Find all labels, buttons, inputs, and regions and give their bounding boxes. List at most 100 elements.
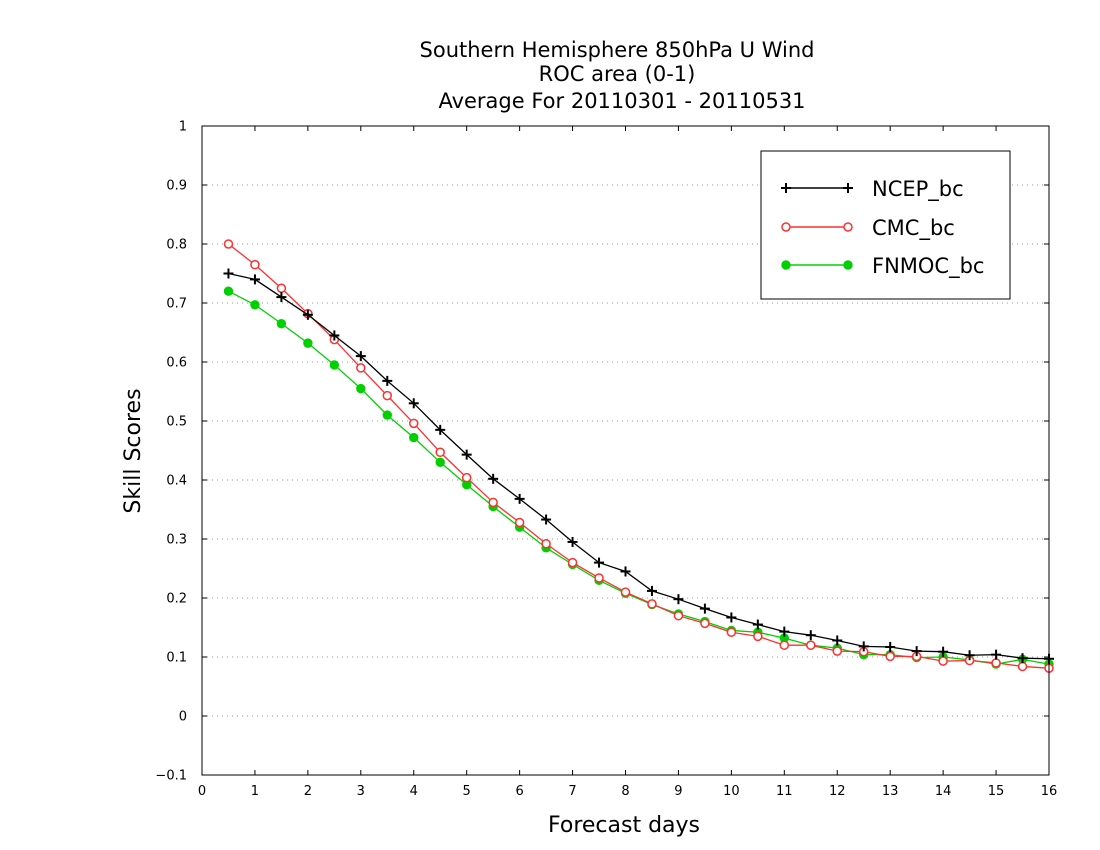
data-point-ncep-bc xyxy=(594,557,605,568)
y-tick-label: 1 xyxy=(179,120,187,135)
data-point-ncep-bc xyxy=(223,268,234,279)
x-tick-label: 16 xyxy=(1041,784,1058,799)
data-point-fnmoc-bc xyxy=(382,410,392,420)
data-point-cmc-bc xyxy=(726,627,737,637)
y-tick-label: 0.1 xyxy=(166,651,187,666)
legend-marker xyxy=(843,260,853,270)
legend-marker xyxy=(843,183,853,193)
x-tick-label: 6 xyxy=(515,784,523,799)
data-point-ncep-bc xyxy=(646,585,657,596)
legend-marker xyxy=(781,183,791,193)
y-tick-label: 0.6 xyxy=(166,356,187,371)
legend-marker xyxy=(781,222,791,232)
legend-marker xyxy=(781,260,791,270)
data-point-ncep-bc xyxy=(938,646,949,657)
x-tick-label: 4 xyxy=(410,784,418,799)
data-point-cmc-bc xyxy=(991,658,1001,668)
data-point-ncep-bc xyxy=(408,398,419,409)
legend-label: NCEP_bc xyxy=(872,177,964,202)
y-tick-label: 0 xyxy=(179,710,187,725)
data-point-cmc-bc xyxy=(461,472,472,483)
data-point-ncep-bc xyxy=(435,424,446,435)
data-point-ncep-bc xyxy=(911,646,922,657)
data-point-ncep-bc xyxy=(752,619,763,630)
x-tick-label: 15 xyxy=(988,784,1005,799)
x-tick-label: 8 xyxy=(621,784,629,799)
data-point-cmc-bc xyxy=(647,599,657,609)
y-tick-label: 0.8 xyxy=(166,238,187,253)
data-point-cmc-bc xyxy=(594,573,604,583)
data-point-cmc-bc xyxy=(276,283,287,293)
data-point-cmc-bc xyxy=(700,618,710,629)
data-point-cmc-bc xyxy=(356,363,366,373)
data-point-fnmoc-bc xyxy=(356,383,366,394)
series-fnmoc-bc xyxy=(223,286,1054,669)
data-point-cmc-bc xyxy=(488,497,498,508)
data-point-cmc-bc xyxy=(806,640,816,650)
data-point-cmc-bc xyxy=(673,610,684,621)
data-point-ncep-bc xyxy=(858,641,869,652)
x-axis-label: Forecast days xyxy=(548,813,700,838)
chart-title: Southern Hemisphere 850hPa U Wind xyxy=(420,38,815,62)
data-point-ncep-bc xyxy=(382,375,393,386)
data-point-cmc-bc xyxy=(567,557,578,568)
legend-marker xyxy=(843,222,853,232)
data-point-fnmoc-bc xyxy=(303,338,313,348)
x-tick-label: 11 xyxy=(776,784,793,799)
series-line-ncep-bc xyxy=(228,272,1050,660)
x-tick-label: 10 xyxy=(723,784,740,799)
y-tick-label: 0.2 xyxy=(166,592,187,607)
chart-subtitle-2: Average For 20110301 - 20110531 xyxy=(438,89,805,113)
y-tick-label: 0.5 xyxy=(166,415,187,430)
x-tick-label: 5 xyxy=(463,784,471,799)
series-lines xyxy=(223,239,1054,673)
data-point-fnmoc-bc xyxy=(409,432,419,443)
legend-box xyxy=(760,150,1011,300)
x-tick-label: 12 xyxy=(829,784,846,799)
data-point-ncep-bc xyxy=(276,292,287,303)
x-tick-label: 14 xyxy=(935,784,952,799)
data-point-ncep-bc xyxy=(832,635,843,646)
data-point-cmc-bc xyxy=(382,390,393,401)
data-point-ncep-bc xyxy=(620,566,631,577)
data-point-cmc-bc xyxy=(514,517,525,528)
y-tick-label: 0.3 xyxy=(166,533,187,548)
legend-item-ncep-bc: NCEP_bc xyxy=(781,177,964,202)
series-ncep-bc xyxy=(223,268,1054,664)
x-tick-label: 0 xyxy=(198,784,206,799)
data-point-cmc-bc xyxy=(885,651,895,662)
data-point-ncep-bc xyxy=(488,473,499,484)
data-point-cmc-bc xyxy=(753,631,763,642)
data-point-ncep-bc xyxy=(805,630,816,641)
data-point-cmc-bc xyxy=(1017,661,1028,672)
data-point-cmc-bc xyxy=(938,656,948,666)
x-tick-label: 7 xyxy=(568,784,576,799)
data-point-fnmoc-bc xyxy=(250,300,260,310)
legend: NCEP_bc CMC_bc FNMOC_bc xyxy=(760,150,1011,300)
data-point-ncep-bc xyxy=(541,514,552,525)
data-point-ncep-bc xyxy=(964,650,975,661)
x-tick-label: 2 xyxy=(304,784,312,799)
data-point-ncep-bc xyxy=(514,493,525,504)
data-point-fnmoc-bc xyxy=(329,360,340,370)
y-tick-label: 0.7 xyxy=(166,297,187,312)
legend-label: FNMOC_bc xyxy=(872,254,984,279)
x-tick-label: 9 xyxy=(674,784,682,799)
legend-items: NCEP_bc CMC_bc FNMOC_bc xyxy=(781,177,984,279)
legend-label: CMC_bc xyxy=(872,216,955,241)
data-point-ncep-bc xyxy=(249,274,260,285)
series-cmc-bc xyxy=(223,239,1054,673)
legend-item-cmc-bc: CMC_bc xyxy=(781,216,955,241)
data-point-ncep-bc xyxy=(991,649,1002,660)
data-point-ncep-bc xyxy=(329,330,340,341)
series-line-fnmoc-bc xyxy=(228,290,1050,665)
x-tick-label: 3 xyxy=(357,784,365,799)
data-point-ncep-bc xyxy=(355,351,366,362)
data-point-ncep-bc xyxy=(699,603,710,614)
data-point-cmc-bc xyxy=(541,538,551,549)
data-point-fnmoc-bc xyxy=(435,457,445,467)
data-point-ncep-bc xyxy=(461,449,472,460)
data-point-cmc-bc xyxy=(435,447,445,458)
data-point-ncep-bc xyxy=(885,641,896,652)
